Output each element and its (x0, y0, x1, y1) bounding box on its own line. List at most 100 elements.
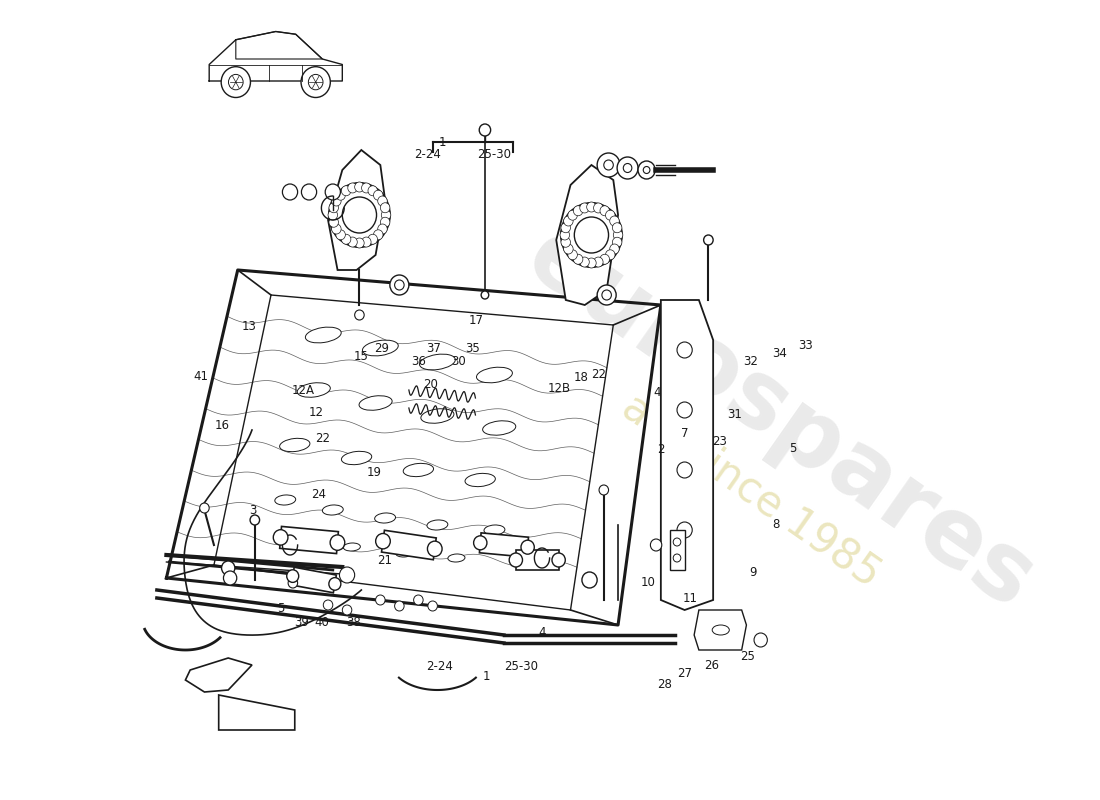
Circle shape (331, 196, 341, 206)
Text: 15: 15 (353, 350, 369, 362)
Circle shape (563, 216, 573, 226)
Circle shape (223, 571, 236, 585)
Circle shape (480, 124, 491, 136)
Circle shape (340, 567, 354, 583)
Polygon shape (279, 526, 339, 554)
Ellipse shape (419, 354, 455, 370)
Circle shape (381, 218, 389, 227)
Circle shape (568, 210, 578, 220)
Circle shape (323, 600, 333, 610)
Circle shape (414, 595, 424, 605)
Circle shape (574, 217, 608, 253)
Circle shape (326, 184, 340, 200)
Ellipse shape (322, 505, 343, 515)
Ellipse shape (712, 625, 729, 635)
Ellipse shape (465, 474, 495, 486)
Circle shape (754, 633, 768, 647)
Circle shape (308, 74, 323, 90)
Text: 10: 10 (641, 576, 656, 589)
Circle shape (329, 578, 341, 590)
Circle shape (644, 166, 650, 174)
Circle shape (650, 539, 662, 551)
Text: 40: 40 (315, 616, 330, 629)
Text: 21: 21 (377, 554, 393, 566)
Polygon shape (292, 567, 337, 593)
Circle shape (362, 237, 371, 247)
Circle shape (609, 244, 619, 254)
Ellipse shape (476, 367, 513, 382)
Circle shape (580, 257, 590, 267)
Text: 22: 22 (591, 368, 606, 381)
Circle shape (221, 66, 251, 98)
Text: 2-24: 2-24 (426, 660, 453, 673)
Circle shape (376, 534, 390, 549)
Polygon shape (557, 165, 618, 305)
Ellipse shape (297, 382, 330, 398)
Text: 38: 38 (346, 616, 361, 629)
Circle shape (374, 230, 383, 240)
Text: 32: 32 (744, 355, 758, 368)
Circle shape (200, 503, 209, 513)
Circle shape (341, 234, 351, 244)
Circle shape (229, 74, 243, 90)
Circle shape (288, 578, 298, 588)
Circle shape (342, 605, 352, 615)
Ellipse shape (275, 495, 296, 505)
Circle shape (561, 203, 621, 267)
Circle shape (336, 190, 345, 200)
Text: 41: 41 (194, 370, 208, 382)
Circle shape (301, 66, 330, 98)
Circle shape (568, 250, 578, 260)
Circle shape (328, 210, 338, 220)
Text: 30: 30 (451, 355, 465, 368)
Ellipse shape (359, 396, 392, 410)
Circle shape (354, 182, 364, 192)
Ellipse shape (296, 536, 312, 544)
Ellipse shape (362, 340, 398, 356)
Circle shape (613, 222, 621, 233)
Polygon shape (670, 530, 684, 570)
Text: 35: 35 (465, 342, 480, 354)
Circle shape (221, 561, 235, 575)
Circle shape (586, 202, 596, 212)
Circle shape (375, 595, 385, 605)
Text: 23: 23 (712, 435, 727, 448)
Polygon shape (219, 695, 295, 730)
Text: 8: 8 (772, 518, 780, 530)
Circle shape (582, 572, 597, 588)
Circle shape (600, 254, 609, 264)
Text: 19: 19 (367, 466, 382, 478)
Text: 36: 36 (411, 355, 426, 368)
Text: 5: 5 (789, 442, 796, 454)
Text: 27: 27 (678, 667, 693, 680)
Circle shape (594, 257, 603, 267)
Text: 33: 33 (798, 339, 813, 352)
Text: 1: 1 (439, 135, 446, 149)
Text: 17: 17 (469, 314, 483, 326)
Circle shape (597, 285, 616, 305)
Circle shape (331, 224, 341, 234)
Circle shape (676, 402, 692, 418)
Circle shape (600, 485, 608, 495)
Circle shape (573, 254, 583, 264)
Circle shape (563, 244, 573, 254)
Circle shape (301, 184, 317, 200)
Circle shape (624, 163, 631, 173)
Ellipse shape (343, 543, 361, 551)
Polygon shape (661, 300, 713, 610)
Text: 39: 39 (294, 616, 309, 629)
Circle shape (377, 224, 387, 234)
Circle shape (561, 238, 571, 247)
Circle shape (329, 202, 339, 213)
Polygon shape (328, 150, 385, 270)
Circle shape (336, 230, 345, 240)
Circle shape (287, 570, 299, 582)
Circle shape (676, 522, 692, 538)
Text: 12: 12 (308, 406, 323, 418)
Text: 34: 34 (772, 347, 786, 360)
Circle shape (341, 186, 351, 196)
Text: 7: 7 (681, 427, 689, 440)
Circle shape (552, 553, 565, 567)
Polygon shape (480, 533, 528, 557)
Text: 4: 4 (653, 386, 661, 398)
